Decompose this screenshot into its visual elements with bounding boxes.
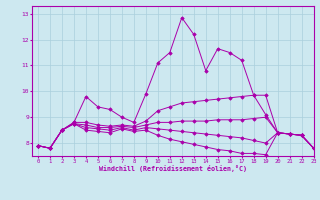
X-axis label: Windchill (Refroidissement éolien,°C): Windchill (Refroidissement éolien,°C) [99, 165, 247, 172]
